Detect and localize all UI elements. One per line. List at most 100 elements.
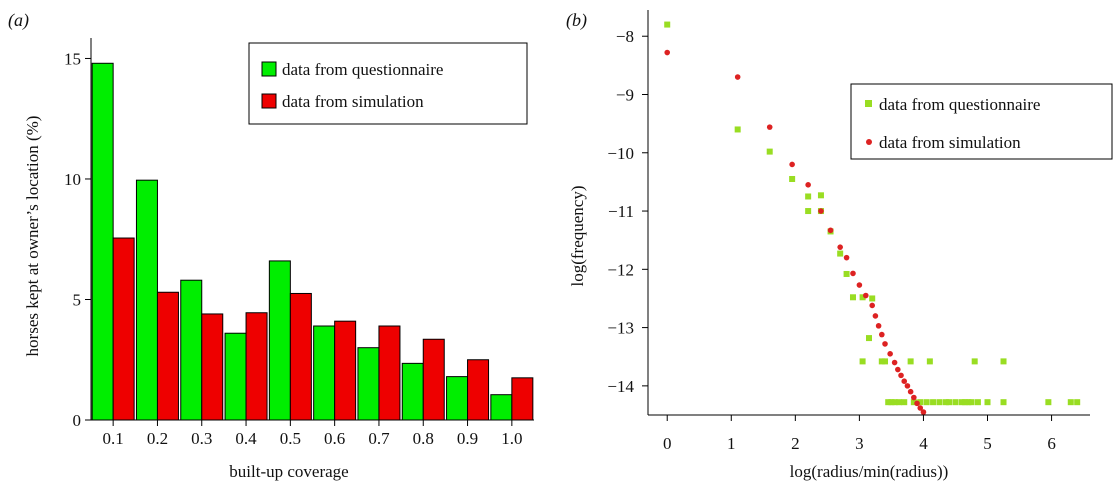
x-tick-label-a: 0.3 [191,429,212,448]
bar-series [91,62,534,421]
point-questionnaire [926,358,933,365]
point-questionnaire [930,399,937,406]
x-tick-label-a: 0.1 [103,429,124,448]
point-questionnaire [896,399,903,406]
point-questionnaire [859,294,866,301]
point-questionnaire [1074,399,1081,406]
panel-a-label: (a) [8,10,29,31]
panel-b-label: (b) [566,10,587,31]
bar-questionnaire [313,325,336,421]
point-simulation [862,292,869,299]
bar-simulation [112,237,135,421]
point-questionnaire [891,399,898,406]
legend-label-simulation: data from simulation [282,92,424,111]
x-axis-label-a: built-up coverage [229,462,348,481]
bar-questionnaire [490,394,513,421]
bar-simulation [201,313,224,421]
point-questionnaire [805,208,812,215]
x-tick-label-b: 6 [1047,434,1056,453]
point-simulation [818,208,824,214]
point-questionnaire [766,148,773,155]
point-simulation [875,323,882,329]
x-axis-label-b: log(radius/min(radius)) [790,462,949,481]
y-axis-label-b: log(frequency) [568,185,587,286]
axes-a: 0.1 0.2 0.3 0.4 0.5 0.6 0.7 0.8 0.9 1.0 0 5 10 15 [64,38,534,448]
point-questionnaire [843,270,850,277]
point-questionnaire [1045,399,1052,406]
scatter-series [664,21,1081,415]
point-questionnaire [942,399,949,406]
point-simulation [895,366,901,373]
bar-simulation [156,291,179,421]
y-tick-label-b: −9 [616,85,634,104]
x-tick-label-a: 1.0 [501,429,522,448]
y-tick-label-a: 10 [64,170,81,189]
x-tick-label-b: 0 [663,434,672,453]
bar-questionnaire [401,362,424,421]
x-tick-label-b: 5 [983,434,992,453]
bar-simulation [511,377,534,421]
point-questionnaire [962,399,969,406]
point-questionnaire [910,399,917,406]
point-simulation [827,227,834,234]
point-simulation [882,341,888,347]
point-simulation [879,331,885,338]
x-tick-label-b: 1 [727,434,736,453]
point-questionnaire [907,358,914,365]
x-tick-label-a: 0.6 [324,429,345,448]
panel-b: (b) 0 1 2 3 4 5 6 −8 −9 −10 −11 −12 −13 −14 log(radiu… [566,10,1113,481]
bar-questionnaire [91,62,114,421]
point-questionnaire [869,295,876,302]
legend-box [248,42,528,125]
point-simulation [907,388,914,395]
legend-swatch-questionnaire [261,61,277,77]
legend-box [850,83,1113,160]
bar-simulation [422,338,445,421]
bar-questionnaire [180,279,203,421]
point-questionnaire [878,358,885,365]
point-simulation [869,302,876,309]
point-simulation [837,244,843,250]
point-questionnaire [664,21,671,28]
point-simulation [734,74,741,80]
point-questionnaire [984,399,991,406]
x-tick-label-b: 2 [791,434,800,453]
point-simulation [904,383,911,389]
point-questionnaire [968,399,975,406]
point-simulation [766,124,773,130]
axes-b: 0 1 2 3 4 5 6 −8 −9 −10 −11 −12 −13 −14 [607,10,1090,453]
point-questionnaire [946,399,953,406]
bar-questionnaire [135,179,158,421]
legend-marker-questionnaire [865,100,872,107]
bar-simulation [334,320,357,421]
point-questionnaire [974,399,981,406]
point-questionnaire [859,358,866,365]
x-tick-label-a: 0.4 [235,429,257,448]
point-simulation [850,270,856,277]
x-tick-label-a: 0.5 [280,429,301,448]
legend-label-simulation: data from simulation [879,133,1021,152]
point-questionnaire [923,399,930,406]
bar-questionnaire [268,260,291,421]
point-questionnaire [789,175,796,182]
point-questionnaire [837,250,844,257]
point-simulation [920,409,927,415]
point-questionnaire [917,399,924,406]
point-simulation [887,351,893,357]
x-tick-label-b: 4 [919,434,928,453]
point-simulation [789,161,795,168]
bar-questionnaire [224,332,247,421]
legend-label-questionnaire: data from questionnaire [879,95,1040,114]
point-simulation [914,400,920,407]
point-simulation [917,405,924,411]
y-tick-label-b: −14 [607,377,634,396]
legend-a: data from questionnaire data from simula… [248,42,528,125]
y-axis-label-a: horses kept at owner’s location (%) [23,116,42,357]
point-simulation [856,282,863,288]
point-questionnaire [734,126,741,133]
point-simulation [911,394,917,401]
legend-b: data from questionnaire data from simula… [850,83,1113,160]
x-tick-label-a: 0.2 [147,429,168,448]
point-questionnaire [885,399,892,406]
